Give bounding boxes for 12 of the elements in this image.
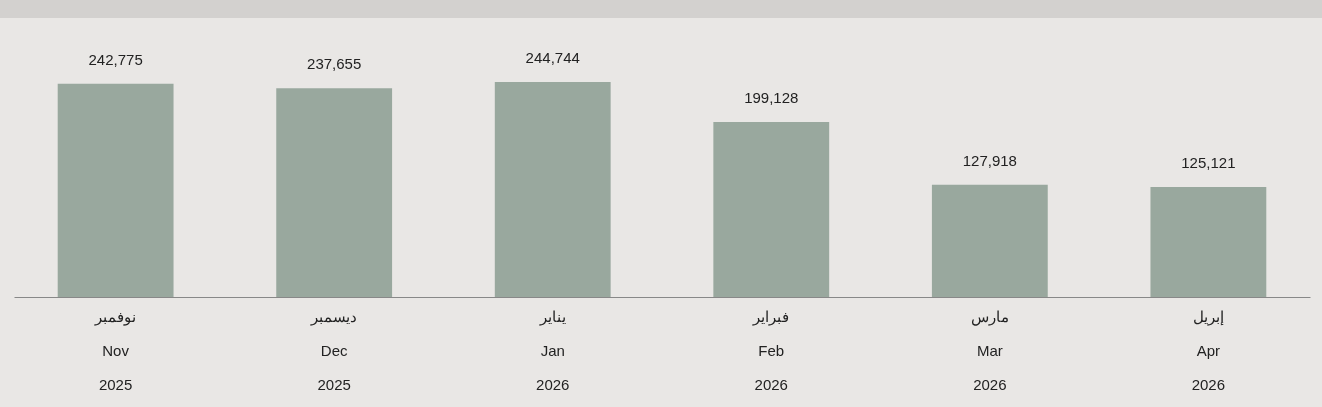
bar [713, 122, 830, 297]
data-label: 125,121 [1181, 154, 1236, 172]
data-label: 242,775 [88, 50, 143, 68]
data-label: 244,744 [525, 49, 580, 66]
data-label: 237,655 [307, 55, 362, 73]
bar [57, 83, 174, 297]
bar [276, 88, 393, 297]
data-label: 127,918 [962, 151, 1017, 169]
bar [494, 82, 611, 297]
data-label: 199,128 [744, 89, 799, 107]
bar [1150, 187, 1267, 297]
bar [931, 184, 1048, 297]
